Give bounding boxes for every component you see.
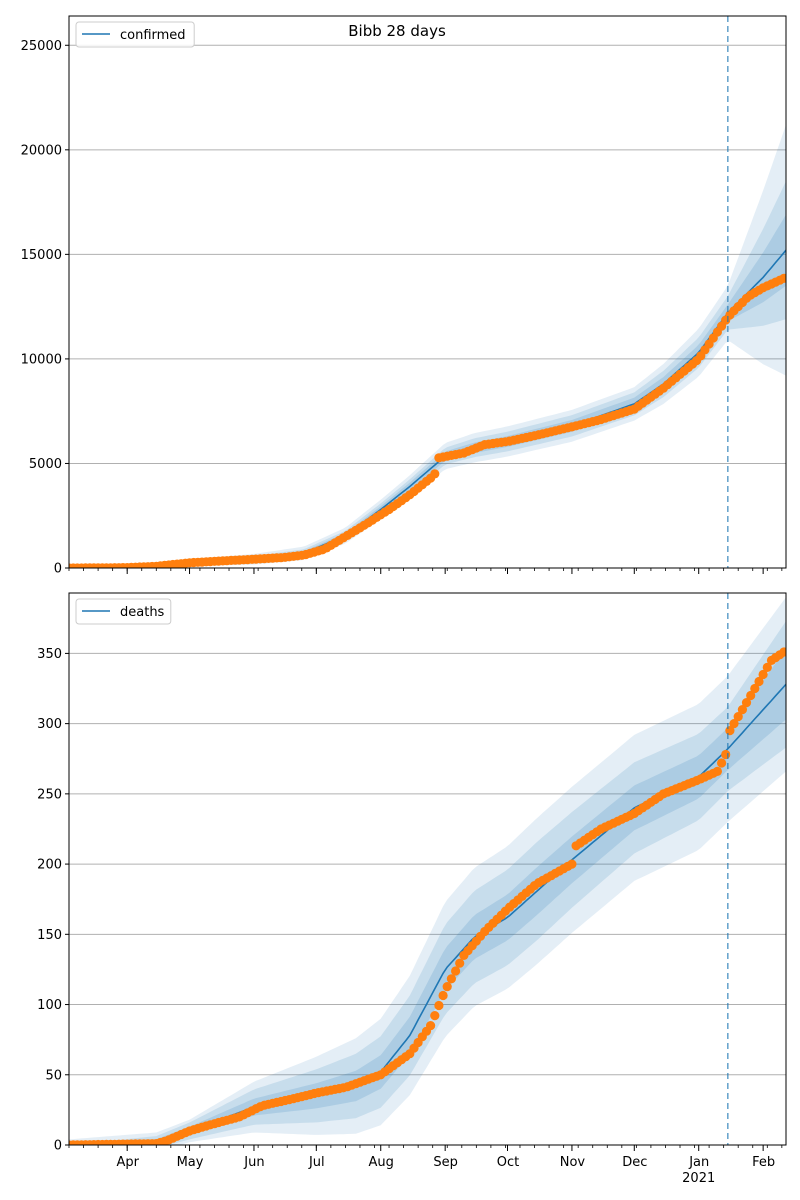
figure-title: Bibb 28 days: [348, 22, 446, 40]
observed-point-89: [434, 1000, 444, 1011]
observed-point-92: [446, 974, 456, 984]
observed-point-168: [762, 662, 772, 673]
x-tick-label-10: Feb: [752, 1155, 775, 1170]
x-tick-label-4: Aug: [369, 1155, 394, 1170]
y-tick-label-4: 20000: [21, 143, 62, 158]
x-tick-label-3: Jul: [308, 1155, 325, 1170]
chart-panel-deaths: 0 50 100 150 200 250 300 350 Apr May Jun Jul Aug Sep O…: [37, 592, 787, 1186]
observed-point-166: [754, 676, 764, 687]
x-tick-label-0: Apr: [116, 1155, 139, 1170]
y-tick-label-3: 150: [37, 928, 62, 943]
x-tick-label-5: Sep: [433, 1155, 458, 1170]
legend-box: [75, 21, 195, 48]
y-tick-label-6: 300: [37, 717, 62, 732]
legend-label: confirmed: [120, 28, 186, 43]
observed-point-167: [758, 669, 768, 680]
observed-point-165: [750, 683, 760, 694]
x-tick-label-1: May: [177, 1155, 204, 1170]
x-tick-label-6: Oct: [497, 1155, 519, 1170]
band-outer: [69, 597, 786, 1145]
plot-area: [69, 124, 786, 568]
observed-point-91: [442, 982, 452, 992]
x-tick-label-9: Jan: [688, 1155, 709, 1170]
legend-box: [75, 598, 172, 625]
y-tick-label-0: 0: [54, 1139, 62, 1154]
observed-point-161: [733, 712, 743, 722]
observed-point-94: [455, 958, 465, 968]
y-tick-label-7: 350: [37, 647, 62, 662]
observed-point-162: [737, 705, 748, 715]
model-line: [69, 249, 786, 568]
band-middle: [69, 621, 786, 1145]
x-tick-label-7: Nov: [560, 1155, 586, 1170]
observed-point-172: [779, 273, 786, 283]
observed-point-158: [721, 749, 731, 760]
y-tick-label-1: 5000: [29, 457, 62, 472]
y-tick-label-1: 50: [45, 1068, 62, 1083]
observed-point-88: [430, 469, 440, 479]
observed-point-157: [717, 758, 727, 768]
chart-panel-confirmed: 0 5000 10000 15000 20000 25000 confirmed: [21, 15, 787, 577]
x-tick-label-8: Dec: [622, 1155, 647, 1170]
legend: deaths: [75, 598, 172, 625]
y-tick-label-4: 200: [37, 858, 62, 873]
axes-frame: [68, 592, 787, 1146]
observed-point-121: [567, 859, 577, 869]
y-tick-label-5: 25000: [21, 39, 62, 54]
y-tick-label-5: 250: [37, 787, 62, 802]
y-tick-label-0: 0: [54, 562, 62, 577]
band-outer: [69, 124, 786, 568]
axes-frame: [68, 15, 787, 569]
observed-point-90: [438, 990, 448, 1001]
observed-point-172: [779, 647, 786, 657]
observed-point-160: [729, 719, 739, 729]
observed-point-163: [741, 698, 752, 708]
y-tick-label-3: 15000: [21, 248, 62, 263]
x-year-label: 2021: [682, 1171, 715, 1186]
legend: confirmed: [75, 21, 195, 48]
observed-point-164: [746, 690, 756, 701]
legend-label: deaths: [120, 605, 165, 620]
observed-point-88: [430, 1011, 440, 1021]
observed-point-93: [451, 966, 461, 976]
x-tick-label-2: Jun: [243, 1155, 264, 1170]
y-tick-label-2: 10000: [21, 352, 62, 367]
observed-point-156: [712, 766, 723, 777]
y-tick-label-2: 100: [37, 998, 62, 1013]
plot-area: [69, 597, 786, 1145]
observed-point-87: [426, 1021, 436, 1031]
